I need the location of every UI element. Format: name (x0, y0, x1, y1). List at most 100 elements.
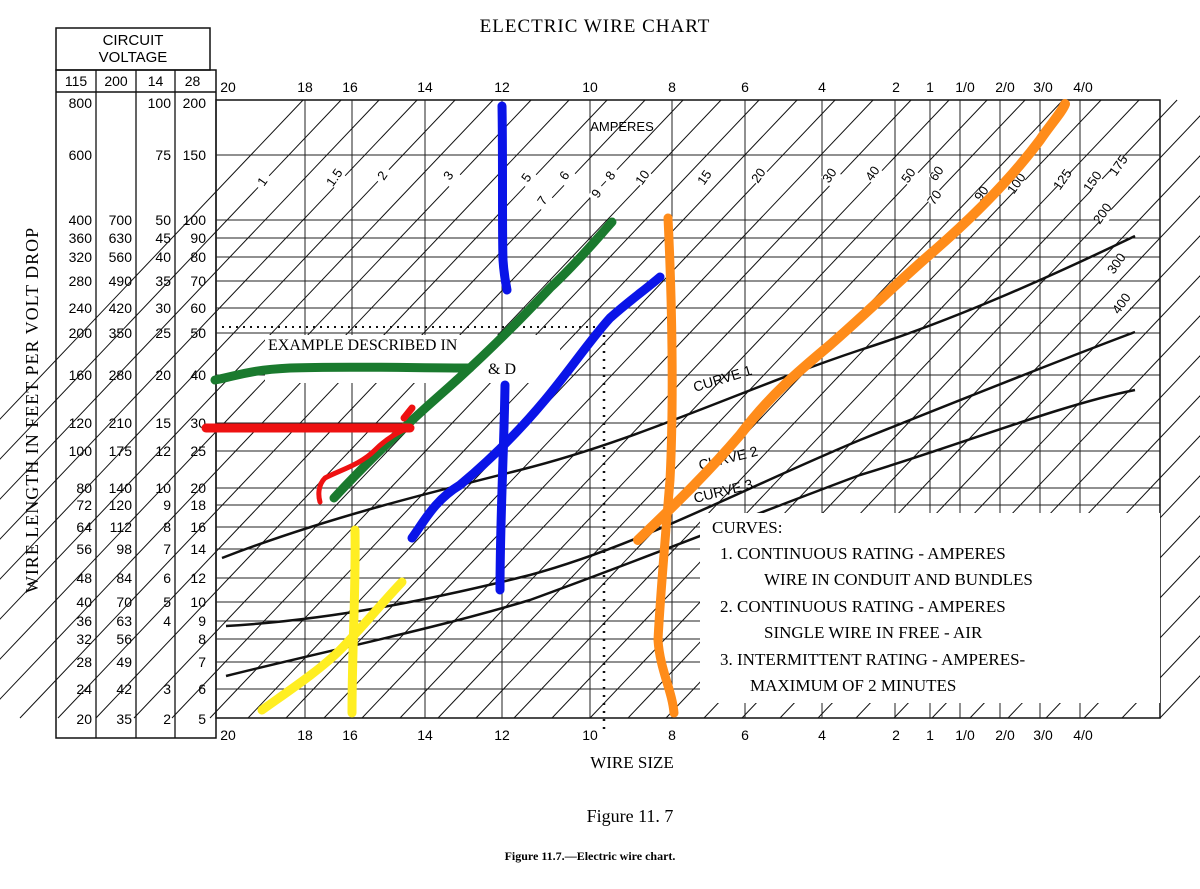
voltage-header-line2: VOLTAGE (99, 49, 168, 66)
voltage-cell: 8 (163, 519, 171, 535)
voltage-cell: 56 (76, 541, 92, 557)
voltage-cell: 2 (163, 711, 171, 727)
x-tick-label: 1/0 (955, 79, 975, 95)
voltage-cell: 70 (116, 594, 132, 610)
voltage-cell: 200 (183, 95, 207, 111)
ampere-line (589, 99, 1178, 719)
chart-grid (215, 99, 1161, 719)
voltage-cell: 20 (155, 367, 171, 383)
ampere-label-bg (1109, 155, 1132, 178)
voltage-column-header: 115 (65, 73, 88, 89)
x-axis-title: WIRE SIZE (590, 753, 674, 772)
voltage-cell: 60 (190, 300, 206, 316)
voltage-cell: 700 (109, 212, 133, 228)
curves-legend-item: 1. CONTINUOUS RATING - AMPERES (720, 544, 1006, 563)
voltage-column-header: 28 (185, 73, 201, 89)
ampere-label-bg (972, 183, 995, 206)
curve-3 (225, 388, 1136, 678)
x-tick-labels: 20 20 18 18 16 16 14 14 12 12 10 10 8 8 6 6 4 4 2 2 1 1 1/0 1/0… (220, 79, 1093, 743)
voltage-cell: 140 (109, 480, 133, 496)
ampere-label: 30 (819, 165, 840, 185)
voltage-cell: 70 (190, 273, 206, 289)
voltage-cell: 5 (163, 594, 171, 610)
voltage-cell: 24 (76, 681, 92, 697)
voltage-cell: 10 (190, 594, 206, 610)
voltage-cell: 6 (163, 570, 171, 586)
ampere-line (1159, 675, 1200, 719)
voltage-cell: 100 (183, 212, 207, 228)
ampere-label-bg (1107, 253, 1130, 276)
voltage-cell: 490 (109, 273, 133, 289)
ampere-line (0, 99, 494, 620)
x-tick-label: 3/0 (1033, 727, 1053, 743)
green-annotation (329, 217, 617, 503)
ampere-line (285, 99, 874, 719)
voltage-cell: 120 (109, 497, 133, 513)
voltage-cell: 12 (190, 570, 206, 586)
x-tick-label: 16 (342, 727, 358, 743)
ampere-line (551, 99, 1140, 719)
ampere-label-bg (601, 165, 624, 188)
ampere-label: 10 (632, 167, 653, 187)
x-tick-label: 10 (582, 79, 598, 95)
ampere-line (0, 99, 380, 500)
x-tick-label: 14 (417, 727, 433, 743)
voltage-cell: 200 (69, 325, 93, 341)
ampere-label-bg (555, 165, 578, 188)
green-annotation (210, 362, 475, 385)
figure-caption-rest: —Electric wire chart. (564, 849, 676, 863)
voltage-cell: 800 (69, 95, 93, 111)
x-tick-label: 20 (220, 727, 236, 743)
ampere-label-bg (1093, 203, 1116, 226)
x-tick-label: 16 (342, 79, 358, 95)
voltage-cell: 16 (190, 519, 206, 535)
x-tick-label: 2/0 (995, 79, 1015, 95)
ampere-label: 200 (1090, 200, 1115, 226)
voltage-cell: 420 (109, 300, 133, 316)
voltage-cell: 48 (76, 570, 92, 586)
curves-legend-heading: CURVES: (712, 518, 782, 537)
voltage-cell: 150 (183, 147, 207, 163)
voltage-cell: 100 (148, 95, 172, 111)
ampere-line (0, 99, 304, 420)
hand-annotations (201, 99, 1070, 718)
voltage-column-header: 200 (104, 73, 128, 89)
x-tick-label: 3/0 (1033, 79, 1053, 95)
figure-number: Figure 11. 7 (587, 806, 674, 826)
red-annotation (316, 425, 413, 505)
ampere-label: 150 (1080, 168, 1105, 194)
voltage-cell: 80 (190, 249, 206, 265)
voltage-cell: 6 (198, 681, 206, 697)
ampere-label-bg (820, 165, 843, 188)
ampere-label-bg (863, 163, 886, 186)
voltage-cell: 175 (109, 443, 133, 459)
x-tick-label: 18 (297, 79, 313, 95)
voltage-cell: 400 (69, 212, 93, 228)
ampere-label: 60 (926, 163, 947, 183)
red-annotation (400, 404, 416, 422)
curves-legend-item: WIRE IN CONDUIT AND BUNDLES (764, 570, 1033, 589)
amperes-label: AMPERES (590, 119, 654, 134)
voltage-cell: 25 (155, 325, 171, 341)
ampere-line (323, 99, 912, 719)
voltage-cell: 45 (155, 230, 171, 246)
voltage-cell: 7 (198, 654, 206, 670)
voltage-cell: 98 (116, 541, 132, 557)
voltage-cell: 50 (190, 325, 206, 341)
x-tick-label: 8 (668, 727, 676, 743)
voltage-cell: 63 (116, 613, 132, 629)
voltage-cell: 320 (69, 249, 93, 265)
x-tick-label: 8 (668, 79, 676, 95)
ampere-line (475, 99, 1064, 719)
ampere-line (171, 99, 760, 719)
x-tick-label: 6 (741, 79, 749, 95)
example-label-line2: & D (488, 361, 516, 378)
x-tick-label: 12 (494, 727, 510, 743)
voltage-cell: 360 (69, 230, 93, 246)
voltage-cell: 7 (163, 541, 171, 557)
x-tick-label: 2 (892, 727, 900, 743)
voltage-cell: 64 (76, 519, 92, 535)
x-tick-label: 4/0 (1073, 79, 1093, 95)
ampere-label-bg (1083, 171, 1106, 194)
